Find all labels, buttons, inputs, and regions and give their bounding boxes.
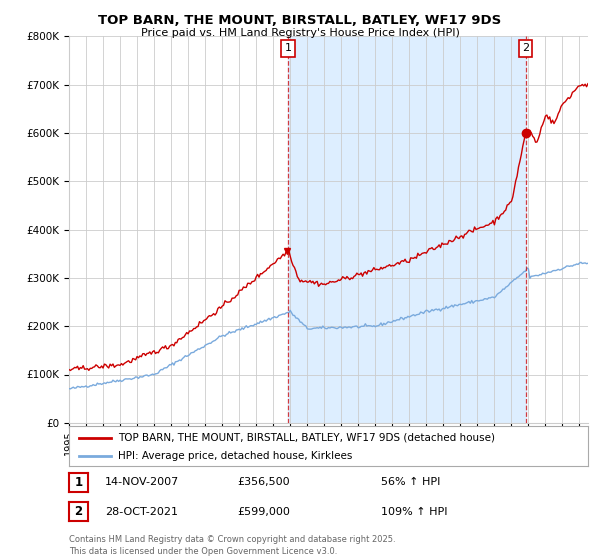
Text: 109% ↑ HPI: 109% ↑ HPI (381, 507, 448, 517)
Text: 2: 2 (74, 505, 83, 519)
Text: £599,000: £599,000 (237, 507, 290, 517)
Text: HPI: Average price, detached house, Kirklees: HPI: Average price, detached house, Kirk… (118, 451, 353, 461)
Text: 56% ↑ HPI: 56% ↑ HPI (381, 477, 440, 487)
Text: TOP BARN, THE MOUNT, BIRSTALL, BATLEY, WF17 9DS (detached house): TOP BARN, THE MOUNT, BIRSTALL, BATLEY, W… (118, 433, 496, 443)
Bar (288, 36, 526, 423)
Text: Price paid vs. HM Land Registry's House Price Index (HPI): Price paid vs. HM Land Registry's House … (140, 28, 460, 38)
Text: TOP BARN, THE MOUNT, BIRSTALL, BATLEY, WF17 9DS: TOP BARN, THE MOUNT, BIRSTALL, BATLEY, W… (98, 14, 502, 27)
Text: 1: 1 (74, 475, 83, 489)
Text: £356,500: £356,500 (237, 477, 290, 487)
Text: 14-NOV-2007: 14-NOV-2007 (105, 477, 179, 487)
Text: 28-OCT-2021: 28-OCT-2021 (105, 507, 178, 517)
Text: Contains HM Land Registry data © Crown copyright and database right 2025.
This d: Contains HM Land Registry data © Crown c… (69, 535, 395, 556)
Text: 2: 2 (522, 44, 529, 53)
Text: 1: 1 (284, 44, 292, 53)
